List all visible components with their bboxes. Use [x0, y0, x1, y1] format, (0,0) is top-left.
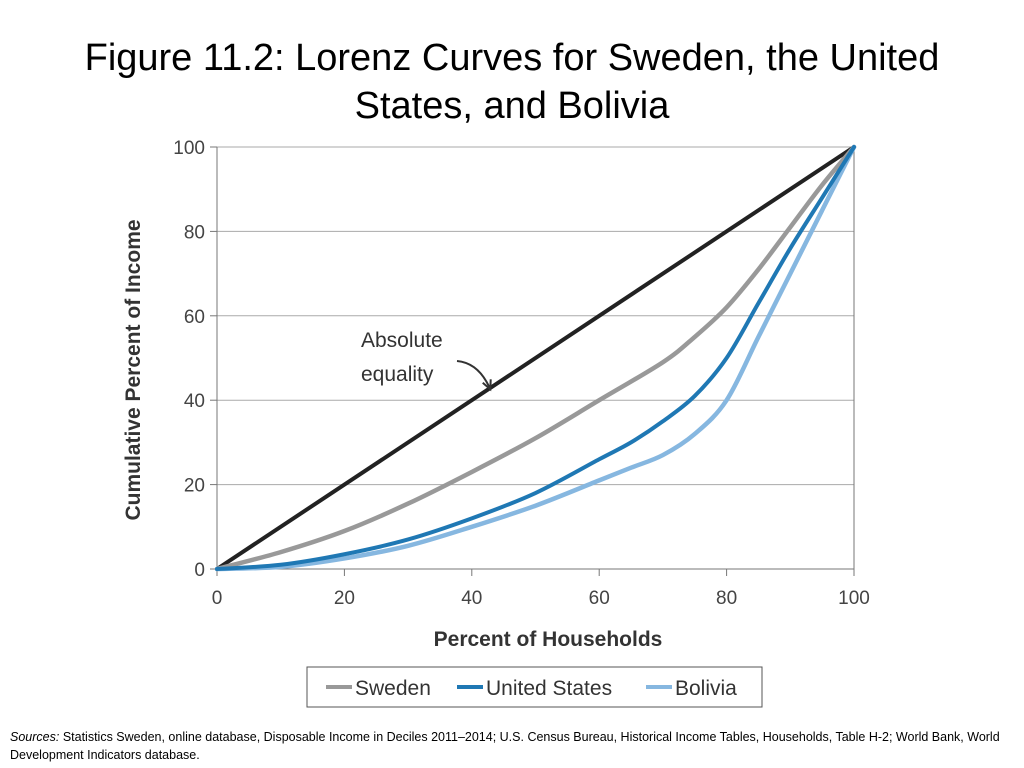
sources-text: Statistics Sweden, online database, Disp…: [10, 730, 1000, 762]
y-tick-label-60: 60: [184, 307, 205, 328]
x-tick-label-100: 100: [838, 588, 870, 609]
axes: 0 20 40 60 80 100 0 20 40 60 80 100: [173, 138, 870, 609]
sources-note: Sources: Statistics Sweden, online datab…: [10, 728, 1018, 764]
x-tick-label-0: 0: [212, 588, 223, 609]
legend-label-united-states: United States: [486, 677, 612, 700]
series-line-sweden: [214, 144, 857, 572]
y-tick-label-0: 0: [194, 560, 205, 581]
series-line-equality: [215, 145, 856, 571]
x-tick-label-20: 20: [334, 588, 355, 609]
y-tick-label-20: 20: [184, 476, 205, 497]
legend-label-bolivia: Bolivia: [675, 677, 737, 700]
y-tick-label-80: 80: [184, 222, 205, 243]
annotation: Absolute equality: [361, 329, 492, 392]
grid-lines: [217, 146, 854, 486]
series-line-bolivia: [214, 144, 857, 572]
slide-title: Figure 11.2: Lorenz Curves for Sweden, t…: [84, 37, 940, 127]
annotation-arrowhead: [482, 379, 492, 392]
sources-label: Sources:: [10, 730, 60, 744]
legend: Sweden United States Bolivia: [306, 666, 763, 708]
legend-label-sweden: Sweden: [355, 677, 431, 700]
annotation-text-line2: equality: [361, 363, 434, 386]
x-tick-label-40: 40: [461, 588, 482, 609]
series-lines: [214, 144, 857, 572]
x-tick-label-60: 60: [589, 588, 610, 609]
annotation-text-line1: Absolute: [361, 329, 443, 352]
legend-box: [306, 666, 763, 708]
series-line-united-states: [215, 145, 856, 571]
y-axis-label: Cumulative Percent of Income: [122, 219, 145, 520]
x-tick-label-80: 80: [716, 588, 737, 609]
annotation-arrow: [456, 360, 492, 390]
y-tick-label-100: 100: [173, 138, 205, 159]
y-tick-label-40: 40: [184, 391, 205, 412]
x-axis-label: Percent of Households: [434, 628, 663, 651]
